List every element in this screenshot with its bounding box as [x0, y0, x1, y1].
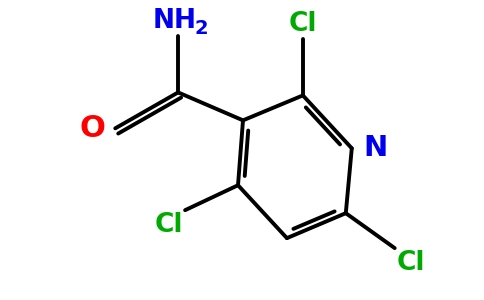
Text: O: O	[79, 114, 105, 143]
Text: Cl: Cl	[288, 11, 317, 37]
Text: N: N	[364, 134, 388, 162]
Text: Cl: Cl	[397, 250, 425, 276]
Text: NH: NH	[152, 8, 196, 34]
Text: Cl: Cl	[154, 212, 183, 238]
Text: 2: 2	[194, 19, 208, 38]
